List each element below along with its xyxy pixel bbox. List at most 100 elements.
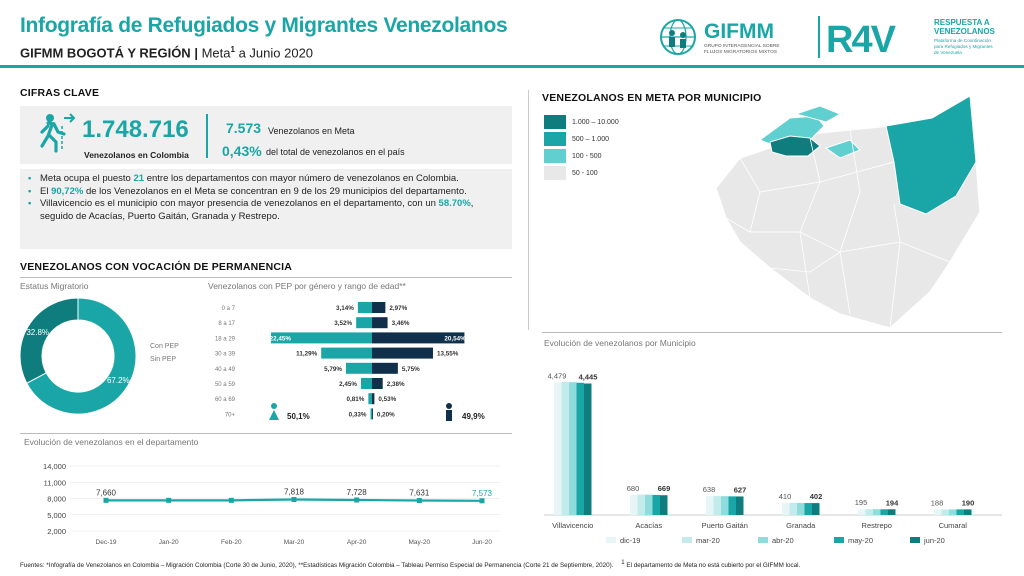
line-chart-xtick: Apr-20 xyxy=(347,539,367,546)
line-chart-ytick: 5,000 xyxy=(47,511,66,520)
pyramid-value-male: 2,97% xyxy=(389,305,407,312)
female-icon xyxy=(269,403,279,420)
subtitle-date: a Junio 2020 xyxy=(238,45,314,61)
r4v-sub-3: de Venezuela xyxy=(934,50,962,55)
r4v-wordmark: R4V xyxy=(826,19,897,58)
municipio-start-label: 410 xyxy=(779,492,792,501)
male-icon xyxy=(446,403,452,421)
bullet-highlight: 21 xyxy=(133,173,145,184)
municipio-legend-swatch xyxy=(682,537,692,543)
municipio-category-label: Puerto Gaitán xyxy=(702,521,748,530)
municipio-legend-label: abr-20 xyxy=(772,536,794,545)
municipio-bar xyxy=(584,383,592,515)
donut-slice-label: 67.2% xyxy=(107,376,130,385)
municipio-end-label: 669 xyxy=(658,484,671,493)
municipio-start-label: 188 xyxy=(931,498,944,507)
line-chart-point-label: 7,573 xyxy=(472,489,493,498)
subtitle-office: GIFMM BOGOTÁ Y REGIÓN xyxy=(20,45,191,61)
municipio-bar xyxy=(949,509,957,515)
meta-map xyxy=(715,95,981,329)
footer-sources: Fuentes: *Infografía de Venezolanos en C… xyxy=(20,562,614,570)
pyramid-bar-female xyxy=(321,347,372,359)
pyramid-bar-female xyxy=(370,408,372,420)
map-municipio-tier-3 xyxy=(824,139,861,159)
pyramid-bar-male xyxy=(372,302,386,313)
municipio-start-label: 680 xyxy=(627,484,640,493)
municipio-end-label: 627 xyxy=(734,485,747,494)
pyramid-bar-female xyxy=(368,393,372,405)
r4v-sub-2: para Refugiados y Migrantes xyxy=(934,44,993,49)
municipio-bar xyxy=(941,509,949,515)
municipio-legend-swatch xyxy=(606,537,616,543)
municipio-legend-label: dic-19 xyxy=(620,536,640,545)
municipio-category-label: Cumaral xyxy=(939,521,968,530)
donut-caption: Estatus Migratorio xyxy=(20,281,89,291)
bullet-item: Villavicencio es el municipio con mayor … xyxy=(28,198,504,223)
pyramid-age-label: 18 a 29 xyxy=(215,336,236,342)
line-chart-point xyxy=(228,497,234,503)
pyramid-value-female: 22,45% xyxy=(270,335,292,342)
key-figures-panel xyxy=(20,106,512,164)
r4v-sub-1: Plataforma de Coordinación xyxy=(934,38,991,43)
bullet-item: Meta ocupa el puesto 21 entre los depart… xyxy=(28,173,504,186)
line-chart-point-label: 7,818 xyxy=(284,487,305,496)
map-legend-item: 50 - 100 xyxy=(544,165,634,181)
male-icon-body xyxy=(446,410,452,421)
municipio-bar xyxy=(880,509,888,515)
pyramid-value-female: 3,52% xyxy=(334,320,352,327)
line-chart-point xyxy=(166,497,172,503)
line-chart-point xyxy=(354,497,360,503)
total-colombia-value: 1.748.716 xyxy=(82,116,189,143)
municipio-start-label: 638 xyxy=(703,485,716,494)
pyramid-value-male: 5,75% xyxy=(402,366,420,373)
footer-note-mark: 1 xyxy=(621,560,625,566)
male-icon-head xyxy=(446,403,452,409)
pyramid-value-female: 5,79% xyxy=(324,366,342,373)
municipio-legend-swatch xyxy=(910,537,920,543)
line-chart-point-label: 7,728 xyxy=(347,488,368,497)
section-title-map: VENEZOLANOS EN META POR MUNICIPIO xyxy=(542,92,762,104)
line-chart-xtick: Dec-19 xyxy=(96,539,117,546)
municipio-legend-label: may-20 xyxy=(848,536,873,545)
donut-slice xyxy=(26,297,137,415)
municipio-start-label: 4,479 xyxy=(548,371,567,380)
map-legend-label: 500 – 1.000 xyxy=(572,135,609,143)
pyramid-bar-male xyxy=(372,362,398,374)
donut-legend-label: Con PEP xyxy=(150,343,179,350)
key-figures-divider xyxy=(206,114,208,158)
gifmm-tagline-2: FLUJOS MIGRATORIOS MIXTOS xyxy=(704,49,777,55)
r4v-title-2: VENEZOLANOS xyxy=(934,27,996,36)
map-municipio-tier-1 xyxy=(769,135,821,157)
pyramid-value-male: 2,38% xyxy=(387,381,405,388)
municipio-bar xyxy=(873,509,881,515)
municipio-bar xyxy=(956,509,964,515)
pyramid-age-label: 40 a 49 xyxy=(215,367,236,373)
municipio-bar xyxy=(721,496,729,515)
r4v-logo: R4V RESPUESTA A VENEZOLANOS Plataforma d… xyxy=(826,18,996,58)
logo-divider xyxy=(818,16,820,58)
pyramid-age-label: 0 a 7 xyxy=(222,306,236,312)
line-chart-xtick: Jun-20 xyxy=(472,539,492,546)
map-legend-label: 100 - 500 xyxy=(572,152,602,160)
municipio-end-label: 4,445 xyxy=(579,373,598,382)
pyramid-age-label: 30 a 39 xyxy=(215,352,236,358)
bullet-text: , seguido de Acacías, Puerto Gaitán, Gra… xyxy=(40,198,474,222)
pyramid-bar-male xyxy=(372,408,373,420)
pyramid-bar-female xyxy=(270,332,372,344)
municipio-bar xyxy=(789,502,797,515)
pyramid-value-male: 13,55% xyxy=(437,351,459,358)
map-legend-label: 1.000 – 10.000 xyxy=(572,118,619,126)
pyramid-chart: 0 a 7 3,14% 2,97% 8 a 17 3,52% 3,46% 18 a 29 22… xyxy=(215,302,485,421)
meta-count-value: 7.573 xyxy=(226,120,262,136)
pyramid-value-female: 0,81% xyxy=(346,396,364,403)
municipio-bar xyxy=(713,496,721,515)
bullet-highlight: 90,72% xyxy=(51,185,84,197)
page-title: Infografía de Refugiados y Migrantes Ven… xyxy=(20,14,508,37)
municipio-chart-caption: Evolución de venezolanos por Municipio xyxy=(544,338,696,348)
map-legend-swatch xyxy=(544,132,566,146)
globe-people-icon xyxy=(660,19,696,55)
municipio-bar xyxy=(561,381,569,515)
municipio-legend-swatch xyxy=(758,537,768,543)
municipio-bar xyxy=(630,494,638,515)
municipio-bar xyxy=(645,494,653,515)
